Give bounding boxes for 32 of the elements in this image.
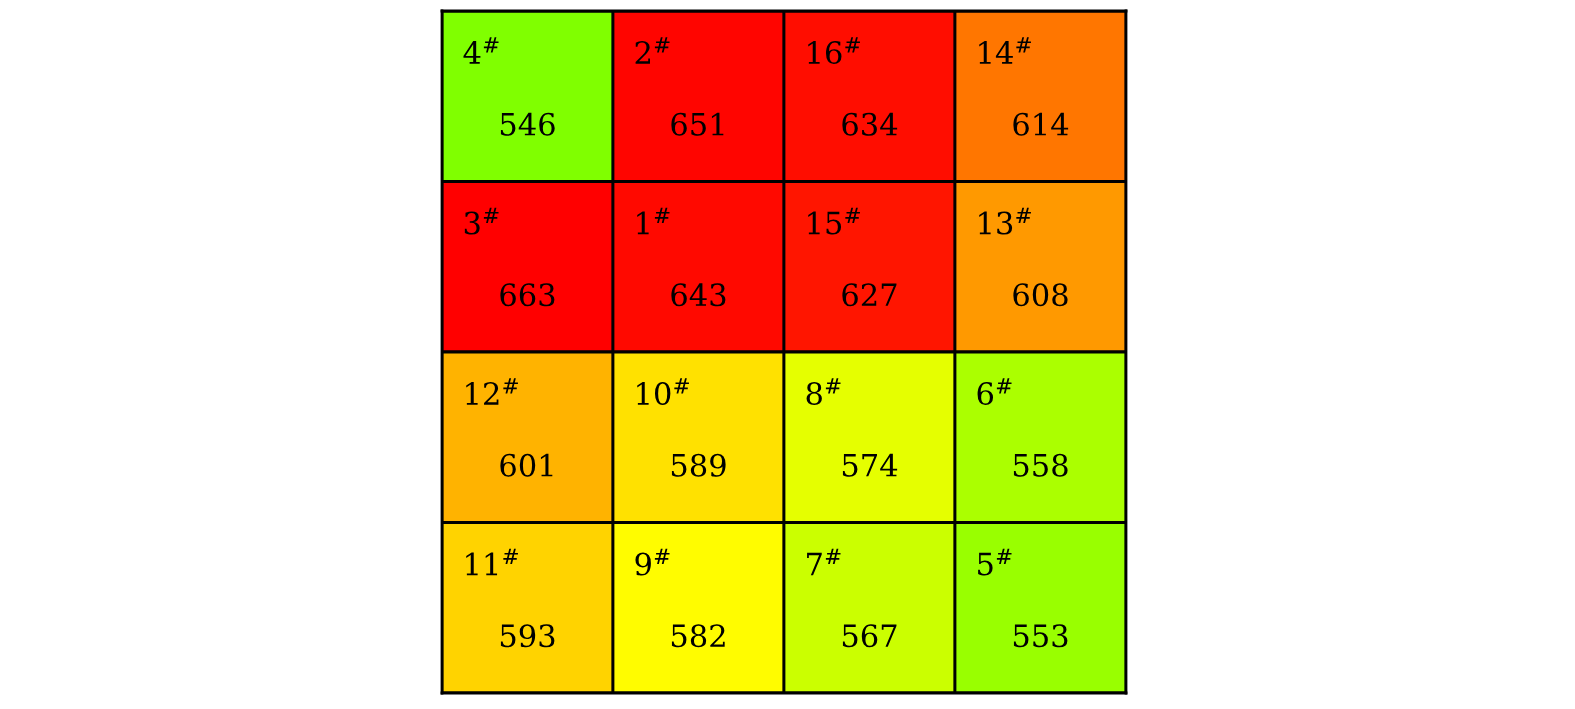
data-label: 651	[671, 112, 724, 136]
data-label: 614	[1013, 112, 1069, 136]
data-label: 567	[842, 624, 897, 648]
data-label: 546	[500, 112, 555, 136]
data-label: 601	[500, 453, 553, 477]
data-label: 589	[671, 453, 726, 477]
annotation: 6$^{#}$	[977, 378, 1012, 406]
data-label: 627	[842, 283, 897, 307]
annotation: 15$^{#}$	[808, 207, 860, 235]
data-label: 634	[842, 112, 898, 136]
annotation: 2$^{#}$	[635, 37, 670, 64]
annotation: 14$^{#}$	[979, 37, 1031, 64]
annotation: 12$^{#}$	[466, 378, 518, 405]
annotation: 13$^{#}$	[979, 207, 1031, 235]
annotation: 11$^{#}$	[466, 548, 518, 576]
data-label: 553	[1013, 624, 1068, 648]
annotation: 8$^{#}$	[806, 378, 841, 406]
data-label: 608	[1013, 283, 1068, 307]
annotation: 7$^{#}$	[807, 548, 841, 576]
data-label: 643	[671, 283, 726, 307]
data-label: 558	[1013, 453, 1068, 477]
annotation: 5$^{#}$	[978, 548, 1012, 576]
data-label: 574	[842, 453, 898, 477]
data-label: 593	[500, 624, 555, 648]
annotation: 3$^{#}$	[464, 207, 499, 235]
annotation: 16$^{#}$	[808, 37, 860, 65]
data-label: 663	[500, 283, 555, 307]
annotation: 1$^{#}$	[637, 207, 670, 235]
annotation: 4$^{#}$	[463, 37, 499, 64]
data-label: 582	[671, 624, 725, 648]
annotation: 10$^{#}$	[637, 378, 689, 406]
annotation: 9$^{#}$	[635, 548, 670, 576]
